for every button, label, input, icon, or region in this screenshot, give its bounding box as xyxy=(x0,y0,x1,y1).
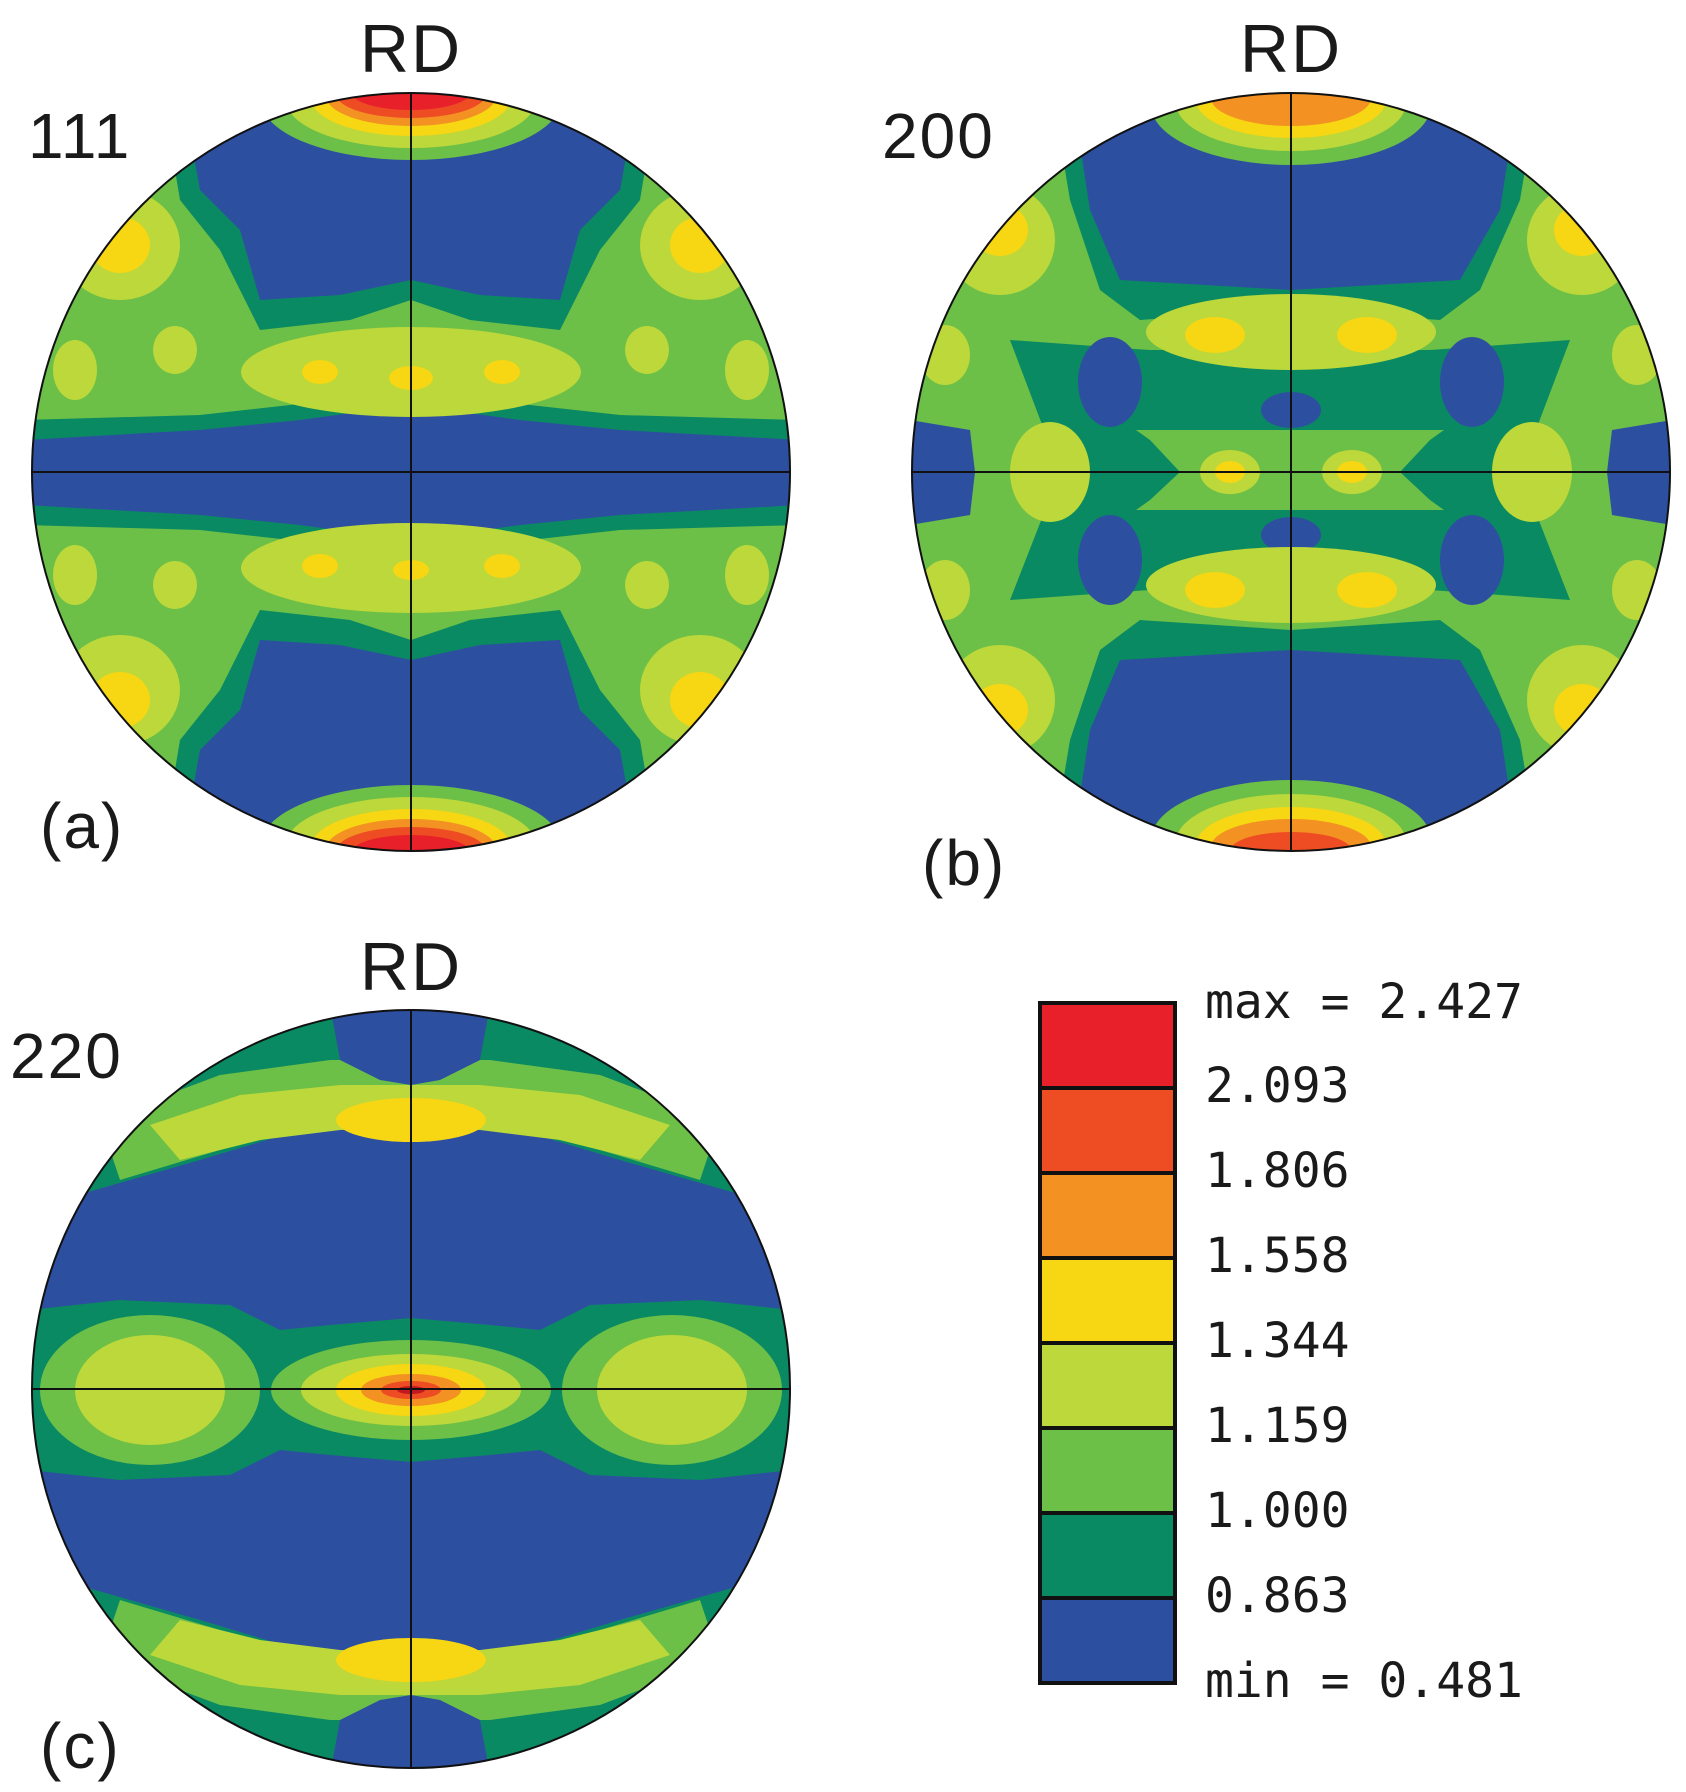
legend-label: 1.159 xyxy=(1205,1398,1350,1454)
legend-label-max: max = 2.427 xyxy=(1205,974,1523,1030)
legend-swatch xyxy=(1038,1426,1177,1515)
color-legend: max = 2.427 2.093 1.806 1.558 1.344 1.15… xyxy=(1038,974,1523,1709)
pole-figure-220-rd-label: RD xyxy=(360,929,462,1005)
pole-figure-111-rd-label: RD xyxy=(360,11,462,87)
pole-figure-111: RD 111 (a) xyxy=(28,11,791,862)
pole-figure-220: RD 220 (c) xyxy=(10,929,791,1782)
legend-swatch xyxy=(1038,1511,1177,1600)
pole-figure-111-index: 111 xyxy=(28,100,131,172)
legend-swatch xyxy=(1038,1086,1177,1175)
legend-label: 1.344 xyxy=(1205,1313,1350,1369)
legend-swatch xyxy=(1038,1596,1177,1685)
legend-swatch xyxy=(1038,1001,1177,1090)
legend-swatch xyxy=(1038,1256,1177,1345)
pole-figure-200-panel-label: (b) xyxy=(922,827,1006,899)
pole-figure-220-panel-label: (c) xyxy=(40,1710,121,1782)
legend-label: 1.558 xyxy=(1205,1228,1350,1284)
pole-figure-111-panel-label: (a) xyxy=(40,790,124,862)
pole-figure-200: RD 200 (b) xyxy=(882,11,1671,899)
pole-figure-220-index: 220 xyxy=(10,1020,123,1092)
legend-label: 2.093 xyxy=(1205,1058,1350,1114)
legend-label: 1.000 xyxy=(1205,1483,1350,1539)
pole-figure-200-rd-label: RD xyxy=(1240,11,1342,87)
legend-swatch xyxy=(1038,1341,1177,1430)
legend-swatches xyxy=(1038,1001,1177,1685)
pole-figure-200-index: 200 xyxy=(882,100,995,172)
legend-label: 0.863 xyxy=(1205,1568,1350,1624)
legend-labels: max = 2.427 2.093 1.806 1.558 1.344 1.15… xyxy=(1205,974,1523,1709)
legend-label-min: min = 0.481 xyxy=(1205,1653,1523,1709)
legend-swatch xyxy=(1038,1171,1177,1260)
legend-label: 1.806 xyxy=(1205,1143,1350,1199)
